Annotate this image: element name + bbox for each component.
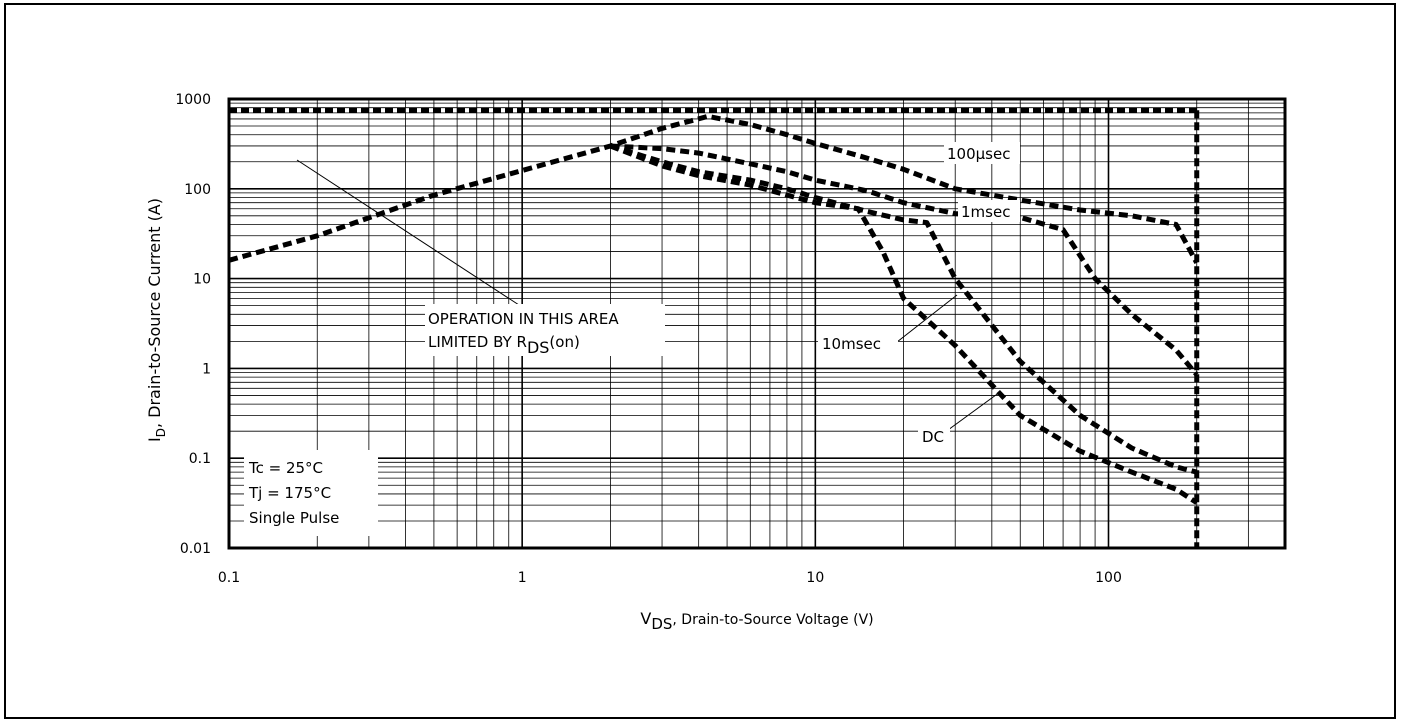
curve-label-1ms: 1msec [961,203,1010,221]
series-line-2 [609,143,1198,475]
curve-label-10ms: 10msec [822,335,881,353]
x-axis-label-rest: , Drain-to-Source Voltage (V) [672,612,873,628]
series-line-1 [610,143,1199,377]
leader-dc [947,391,1001,431]
y-axis-label-rest: , Drain-to-Source Current (A) [145,198,164,428]
label-dc-bg [918,425,950,447]
curve-label-dc: DC [922,428,944,446]
x-axis-label-sub: DS [651,615,672,633]
x-axis-label-main: V [640,609,651,628]
rds-annotation-post: (on) [549,333,579,351]
label-10ms-bg [818,332,898,354]
tick-labels: 0.1 1 10 100 0.01 0.1 1 10 100 1000 [175,92,1122,586]
y-tick-label: 0.01 [180,541,211,557]
y-tick-label: 1 [202,361,211,377]
y-axis-label-main: I [145,437,164,442]
x-tick-label: 1 [518,570,527,586]
y-tick-label: 10 [193,272,211,288]
curves [228,107,1200,548]
grid [228,99,1286,549]
series-line-0 [228,113,1199,264]
rds-annotation-pre: LIMITED BY R [428,333,527,351]
x-tick-label: 100 [1095,570,1122,586]
rds-annotation-line1: OPERATION IN THIS AREA [428,310,619,328]
x-tick-label: 10 [806,570,824,586]
x-axis-label: VDS, Drain-to-Source Voltage (V) [640,609,873,633]
condition-tj: Tj = 175°C [248,484,331,502]
rds-annotation-bg [425,304,665,356]
rds-annotation-sub: DS [527,338,549,357]
plot-border [227,97,1287,550]
condition-tc: Tc = 25°C [248,459,323,477]
leader-10ms [896,294,958,343]
y-axis-label-sub: D [154,428,168,437]
condition-pulse: Single Pulse [249,509,339,527]
y-tick-label: 1000 [175,92,211,108]
x-tick-label: 0.1 [218,570,240,586]
y-axis-label: ID, Drain-to-Source Current (A) [145,198,168,442]
curve-label-100us: 100µsec [947,145,1010,163]
rds-leader-line [296,159,546,323]
label-100us-bg [944,142,1020,164]
conditions-bg [244,450,378,536]
label-1ms-bg [958,200,1020,222]
rds-annotation-line2: LIMITED BY RDS(on) [428,333,580,357]
y-tick-label: 0.1 [189,451,211,467]
y-tick-label: 100 [184,182,211,198]
